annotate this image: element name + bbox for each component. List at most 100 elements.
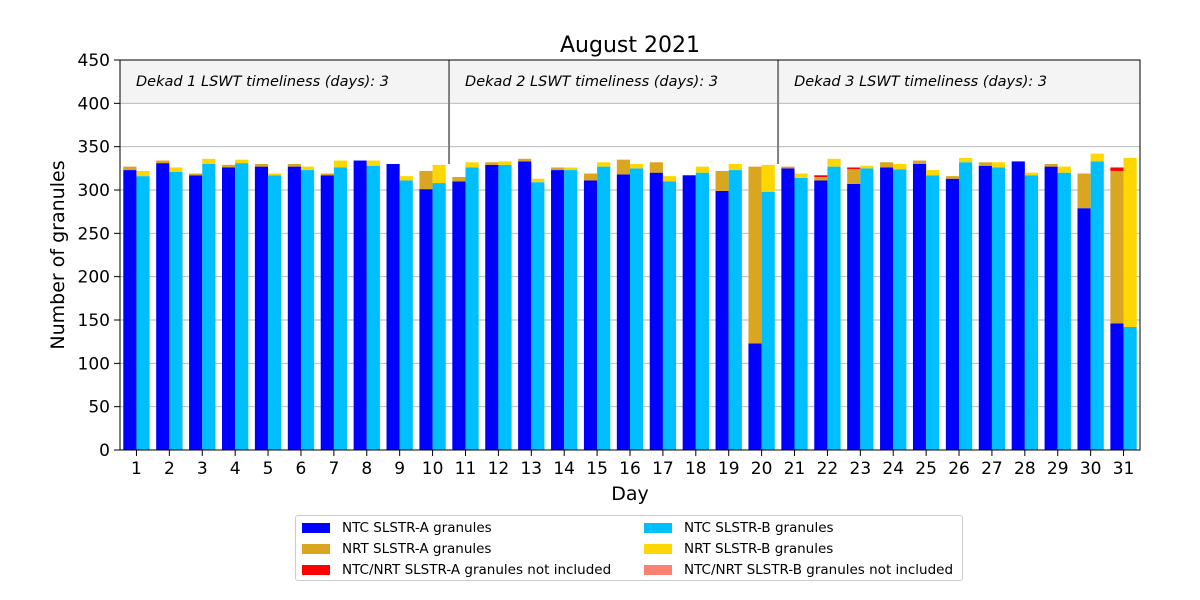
bar-segment [235,159,249,164]
bar-segment [860,165,874,169]
legend-item-excluded-b: NTC/NRT SLSTR-B granules not included [644,560,953,580]
bar-segment [649,172,663,450]
bar-segment [399,180,413,450]
y-tick-label: 50 [88,398,110,418]
bar-segment [814,175,828,177]
legend-item-ntc-b: NTC SLSTR-B granules [644,518,834,538]
bar-segment [366,165,380,450]
bar-segment [123,166,137,171]
bar-segment [531,178,545,183]
bar-segment [1024,172,1038,176]
x-tick-label: 6 [296,459,307,479]
bar-segment [1090,153,1104,162]
y-tick-label: 250 [78,224,110,244]
bar-segment [1044,166,1058,450]
y-tick-label: 200 [78,268,110,288]
bar-segment [814,180,828,450]
bar-segment [978,162,992,166]
bar-segment [419,170,433,190]
y-tick-label: 450 [78,51,110,71]
bar-segment [827,158,841,167]
bar-segment [991,162,1006,168]
bar-segment [748,343,762,450]
legend-item-excluded-a: NTC/NRT SLSTR-A granules not included [302,560,611,580]
bar-segment [847,169,861,184]
bar-segment [715,170,729,191]
plot-top-band [120,60,1140,103]
x-tick-label: 19 [718,459,740,479]
x-tick-label: 23 [850,459,872,479]
bar-segment [583,180,598,450]
y-tick-label: 400 [78,94,110,114]
bar-segment [551,170,565,451]
x-tick-label: 18 [685,459,707,479]
x-tick-label: 29 [1047,459,1069,479]
legend-swatch [302,544,330,554]
bar-segment [386,164,400,450]
bar-segment [715,190,729,450]
bar-segment [761,191,775,450]
bar-segment [452,181,466,451]
bar-segment [518,158,532,162]
legend-label: NTC SLSTR-A granules [342,520,492,536]
bar-segment [432,183,446,451]
dekad-label: Dekad 3 LSWT timeliness (days): 3 [794,74,1047,90]
bar-segment [320,175,334,450]
bar-segment [781,166,795,169]
bar-segment [518,161,532,450]
x-tick-label: 10 [422,459,444,479]
legend-swatch [644,523,672,533]
bar-segment [991,167,1006,450]
x-tick-label: 3 [197,459,208,479]
bar-segment [564,167,578,171]
bar-segment [847,183,861,450]
bar-segment [616,159,630,175]
bar-segment [235,163,249,450]
bar-segment [814,177,828,181]
x-tick-label: 17 [652,459,674,479]
y-tick-label: 100 [78,354,110,374]
bar-segment [268,175,282,450]
legend-label: NRT SLSTR-B granules [684,541,834,557]
bar-segment [1057,172,1071,450]
x-tick-label: 13 [520,459,542,479]
bar-segment [169,167,183,172]
bar-segment [1057,166,1071,173]
legend: NTC SLSTR-A granules NRT SLSTR-A granule… [295,515,963,581]
x-tick-label: 24 [882,459,904,479]
bar-segment [254,166,269,450]
x-tick-label: 5 [263,459,274,479]
x-tick-label: 27 [981,459,1003,479]
bar-segment [860,168,874,451]
x-tick-label: 31 [1113,459,1135,479]
bar-segment [222,164,236,168]
x-axis-label: Day [611,483,649,505]
bar-segment [945,176,960,179]
bar-segment [551,167,565,171]
bar-segment [1123,326,1137,450]
bar-segment [432,164,446,184]
bar-segment [893,169,907,450]
x-axis: 1 2 3 4 5 6 7 8 9 10 11 12 13 14 15 16 17 18 19 20 21 22 23 24 2… [131,450,1134,479]
bar-segment [748,166,762,344]
bar-segment [695,166,709,173]
bar-segment [564,170,578,451]
y-axis: 0 50 100 150 200 250 300 350 400 450 [78,51,120,461]
legend-swatch [302,523,330,533]
bar-segment [498,161,512,165]
bar-segment [1123,157,1137,327]
bar-segment [1077,208,1091,450]
x-tick-label: 28 [1014,459,1036,479]
x-tick-label: 9 [394,459,405,479]
bar-segment [498,164,512,450]
x-tick-label: 1 [131,459,142,479]
bar-segment [827,166,841,450]
bar-segment [847,167,861,170]
bar-segment [399,176,413,181]
legend-swatch [644,544,672,554]
bar-segment [156,160,170,164]
bar-segment [136,170,150,177]
x-tick-label: 21 [784,459,806,479]
bar-segment [630,164,644,169]
